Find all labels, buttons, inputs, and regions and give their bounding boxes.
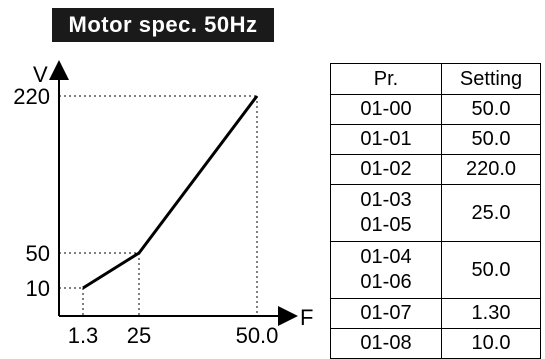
table-row: 01-07 1.30 [330,298,541,329]
pr-code: 01-01 [360,128,412,150]
pr-cell: 01-08 [330,328,442,359]
table-row: 01-04 01-06 50.0 [330,241,541,299]
table-row: 01-08 10.0 [330,328,541,359]
table-row: 01-03 01-05 25.0 [330,184,541,242]
y-tick-label: 10 [26,276,50,301]
pr-code: 01-02 [360,158,412,180]
pr-code: 01-05 [360,214,412,236]
pr-cell: 01-04 01-06 [330,241,442,299]
setting-cell: 10.0 [441,328,541,359]
pr-cell: 01-03 01-05 [330,184,442,242]
x-tick-label: 50.0 [236,323,279,348]
pr-code: 01-06 [360,271,412,293]
page-title: Motor spec. 50Hz [52,8,274,42]
header-pr: Pr. [330,63,442,95]
setting-cell: 220.0 [441,154,541,185]
y-tick-label: 220 [13,84,50,109]
x-tick-label: 25 [127,323,151,348]
setting-cell: 50.0 [441,124,541,155]
pr-code: 01-04 [360,246,412,268]
pr-code: 01-03 [360,189,412,211]
pr-code: 01-07 [360,302,412,324]
parameter-table: Pr. Setting 01-00 50.0 01-01 50.0 01-02 220.0… [330,63,541,359]
setting-cell: 1.30 [441,298,541,329]
pr-code: 01-08 [360,332,412,354]
pr-cell: 01-02 [330,154,442,185]
table-row: 01-02 220.0 [330,154,541,185]
pr-cell: 01-01 [330,124,442,155]
pr-code: 01-00 [360,98,412,120]
table-row: 01-01 50.0 [330,124,541,155]
y-tick-label: 50 [26,241,50,266]
x-tick-label: 1.3 [68,323,99,348]
table-row: 01-00 50.0 [330,94,541,125]
pr-cell: 01-07 [330,298,442,329]
setting-cell: 50.0 [441,94,541,125]
x-axis-label: F [300,305,313,330]
header-setting: Setting [441,63,541,95]
pr-cell: 01-00 [330,94,442,125]
setting-cell: 25.0 [441,184,541,242]
vf-curve-graph: V F 220 50 10 1.3 25 50.0 [13,60,313,348]
vf-curve-line [82,95,259,290]
setting-cell: 50.0 [441,241,541,299]
y-axis-label: V [33,62,48,87]
